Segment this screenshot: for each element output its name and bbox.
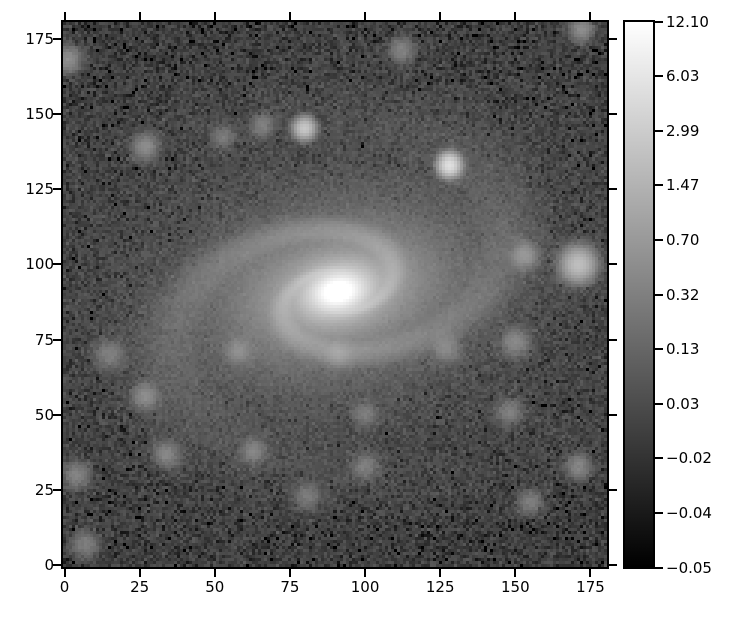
- y-tick-label: 150: [25, 104, 54, 123]
- colorbar-tick: [655, 511, 663, 514]
- y-axis-tick: [53, 489, 61, 492]
- y-axis-right-tick: [609, 413, 617, 416]
- x-tick-label: 50: [205, 578, 225, 596]
- x-tick-label: 25: [130, 578, 150, 596]
- x-axis-top-tick: [213, 12, 216, 20]
- y-axis-tick: [53, 112, 61, 115]
- colorbar-tick: [655, 293, 663, 296]
- colorbar-tick: [655, 566, 663, 569]
- y-axis-tick: [53, 37, 61, 40]
- x-axis-top-tick: [439, 12, 442, 20]
- x-tick-label: 0: [59, 578, 70, 596]
- colorbar-tick-label: 0.13: [666, 340, 700, 359]
- x-axis-top-tick: [364, 12, 367, 20]
- y-axis-right-tick: [609, 489, 617, 492]
- y-tick-label: 25: [34, 481, 54, 500]
- colorbar-gradient: [625, 22, 653, 567]
- x-axis-top-tick: [63, 12, 66, 20]
- x-axis-top-tick: [589, 12, 592, 20]
- x-axis-top-tick: [514, 12, 517, 20]
- x-axis-tick: [63, 569, 66, 577]
- y-axis-tick: [53, 338, 61, 341]
- colorbar-tick-label: 0.32: [666, 285, 700, 304]
- y-axis-tick: [53, 413, 61, 416]
- colorbar-tick: [655, 129, 663, 132]
- x-axis-top-tick: [138, 12, 141, 20]
- colorbar: [623, 20, 655, 569]
- colorbar-tick-label: 6.03: [666, 67, 700, 86]
- y-axis-tick: [53, 564, 61, 567]
- x-axis-tick: [138, 569, 141, 577]
- y-axis-right-tick: [609, 112, 617, 115]
- y-axis-right-tick: [609, 263, 617, 266]
- colorbar-tick-label: −0.04: [666, 503, 712, 522]
- colorbar-tick: [655, 348, 663, 351]
- x-tick-label: 175: [576, 578, 605, 596]
- x-axis-tick: [213, 569, 216, 577]
- y-tick-label: 100: [25, 255, 54, 274]
- x-axis-tick: [439, 569, 442, 577]
- x-axis-tick: [514, 569, 517, 577]
- y-axis-right-tick: [609, 338, 617, 341]
- x-axis-tick: [589, 569, 592, 577]
- colorbar-tick-label: 12.10: [666, 12, 709, 31]
- colorbar-tick: [655, 184, 663, 187]
- x-axis-tick: [288, 569, 291, 577]
- colorbar-tick-label: 0.03: [666, 394, 700, 413]
- y-axis-right-tick: [609, 37, 617, 40]
- colorbar-tick-label: 0.70: [666, 230, 700, 249]
- colorbar-tick-label: 2.99: [666, 121, 700, 140]
- x-tick-label: 75: [280, 578, 300, 596]
- x-axis-tick: [364, 569, 367, 577]
- colorbar-tick: [655, 20, 663, 23]
- x-axis-top-tick: [288, 12, 291, 20]
- y-tick-label: 0: [44, 556, 54, 575]
- y-axis-tick: [53, 263, 61, 266]
- colorbar-tick-label: −0.05: [666, 558, 712, 577]
- x-tick-label: 150: [501, 578, 530, 596]
- y-tick-label: 175: [25, 29, 54, 48]
- colorbar-tick: [655, 238, 663, 241]
- colorbar-tick-label: −0.02: [666, 449, 712, 468]
- x-tick-label: 125: [425, 578, 455, 596]
- y-axis-right-tick: [609, 564, 617, 567]
- colorbar-tick: [655, 402, 663, 405]
- y-tick-label: 125: [25, 180, 54, 199]
- y-tick-label: 75: [34, 330, 54, 349]
- y-tick-label: 50: [34, 405, 54, 424]
- colorbar-tick-label: 1.47: [666, 176, 700, 195]
- y-axis-tick: [53, 188, 61, 191]
- colorbar-tick: [655, 457, 663, 460]
- image-axes: [61, 20, 609, 569]
- galaxy-image-canvas: [63, 22, 607, 567]
- colorbar-tick: [655, 75, 663, 78]
- x-tick-label: 100: [350, 578, 380, 596]
- y-axis-right-tick: [609, 188, 617, 191]
